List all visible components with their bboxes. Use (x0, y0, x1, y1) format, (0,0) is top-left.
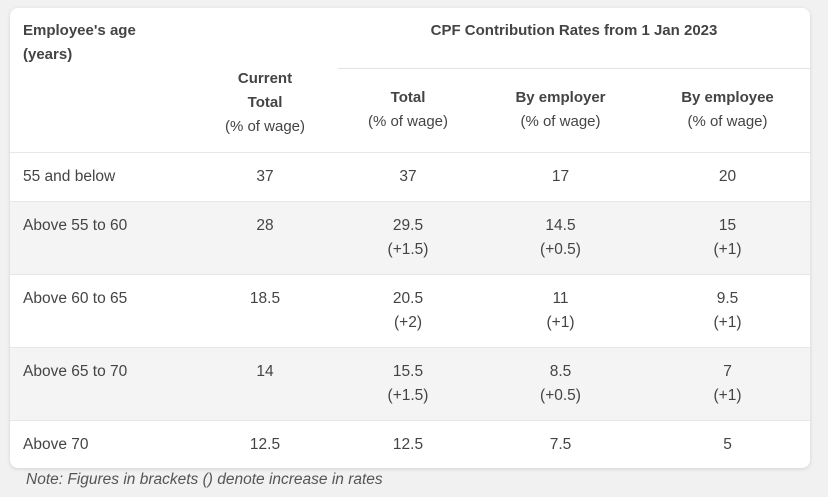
row-employer: 8.5 (+0.5) (488, 360, 633, 408)
row-employee-value: 5 (723, 436, 732, 453)
table-row: Above 65 to 70 14 15.5 (+1.5) 8.5 (+0.5)… (10, 347, 810, 420)
header-total-unit: (% of wage) (367, 113, 449, 130)
header-group-divider (338, 68, 810, 69)
header-current-total: Current Total (% of wage) (195, 67, 335, 139)
row-age: Above 65 to 70 (23, 363, 128, 380)
row-current-total: 37 (256, 168, 274, 185)
header-total-label: Total (390, 89, 426, 106)
row-employee: 7 (+1) (655, 360, 800, 408)
row-employee: 5 (655, 433, 800, 457)
header-age-label: Employee's age (23, 22, 136, 39)
header-group-title: CPF Contribution Rates from 1 Jan 2023 (430, 22, 718, 39)
header-employer-unit: (% of wage) (520, 113, 601, 130)
row-employer-value: 8.5 (549, 363, 572, 380)
row-total-value: 20.5 (392, 290, 424, 307)
row-employee-increase: (+1) (713, 387, 742, 404)
row-employee-value: 7 (723, 363, 732, 380)
row-total: 15.5 (+1.5) (338, 360, 478, 408)
row-employee: 9.5 (+1) (655, 287, 800, 335)
row-current-total: 18.5 (249, 290, 281, 307)
row-employer-increase: (+0.5) (540, 387, 581, 404)
row-employee-increase: (+1) (713, 241, 742, 258)
cpf-rates-table: Employee's age (years) CPF Contribution … (10, 8, 810, 468)
row-employee-value: 20 (718, 168, 737, 185)
row-employer-value: 17 (551, 168, 570, 185)
row-employer-increase: (+0.5) (540, 241, 581, 258)
row-current-total: 14 (256, 363, 274, 380)
header-total: Total (% of wage) (338, 86, 478, 134)
header-employee-unit: (% of wage) (687, 113, 768, 130)
row-total: 20.5 (+2) (338, 287, 478, 335)
header-employee-label: By employee (681, 89, 774, 106)
row-employer: 7.5 (488, 433, 633, 457)
row-age: Above 55 to 60 (23, 217, 128, 234)
row-employee: 15 (+1) (655, 214, 800, 262)
header-employer-label: By employer (515, 89, 606, 106)
row-employer: 14.5 (+0.5) (488, 214, 633, 262)
header-age-unit: (years) (23, 46, 73, 63)
row-employer-value: 14.5 (545, 217, 576, 234)
row-total-value: 37 (399, 168, 417, 185)
row-total-increase: (+2) (394, 314, 422, 331)
row-age: 55 and below (23, 168, 116, 185)
row-total-value: 29.5 (392, 217, 424, 234)
header-current-line2: Total (247, 94, 283, 111)
header-current-unit: (% of wage) (224, 118, 306, 135)
table-note: Note: Figures in brackets () denote incr… (26, 471, 383, 488)
table-row: Above 60 to 65 18.5 20.5 (+2) 11 (+1) 9.… (10, 274, 810, 347)
row-total-increase: (+1.5) (387, 241, 429, 258)
row-total-value: 15.5 (392, 363, 424, 380)
row-employee: 20 (655, 165, 800, 189)
row-total: 12.5 (338, 433, 478, 457)
row-total-increase: (+1.5) (387, 387, 429, 404)
row-current-total: 28 (256, 217, 274, 234)
row-employer-increase: (+1) (546, 314, 575, 331)
row-employee-value: 15 (718, 217, 737, 234)
row-employee-increase: (+1) (713, 314, 742, 331)
table-row: 55 and below 37 37 17 20 (10, 152, 810, 201)
row-age: Above 60 to 65 (23, 290, 128, 307)
row-employee-value: 9.5 (716, 290, 739, 307)
row-total-value: 12.5 (392, 436, 424, 453)
row-employer: 17 (488, 165, 633, 189)
row-current-total: 12.5 (249, 436, 281, 453)
row-age: Above 70 (23, 436, 89, 453)
row-total: 37 (338, 165, 478, 189)
row-employer-value: 11 (552, 290, 569, 307)
row-employer-value: 7.5 (549, 436, 572, 453)
table-row: Above 70 12.5 12.5 7.5 5 (10, 420, 810, 468)
row-employer: 11 (+1) (488, 287, 633, 335)
header-current-line1: Current (237, 70, 293, 87)
row-total: 29.5 (+1.5) (338, 214, 478, 262)
header-employee-age: Employee's age (years) (23, 19, 193, 67)
table-row: Above 55 to 60 28 29.5 (+1.5) 14.5 (+0.5… (10, 201, 810, 274)
header-by-employer: By employer (% of wage) (488, 86, 633, 134)
header-by-employee: By employee (% of wage) (655, 86, 800, 134)
